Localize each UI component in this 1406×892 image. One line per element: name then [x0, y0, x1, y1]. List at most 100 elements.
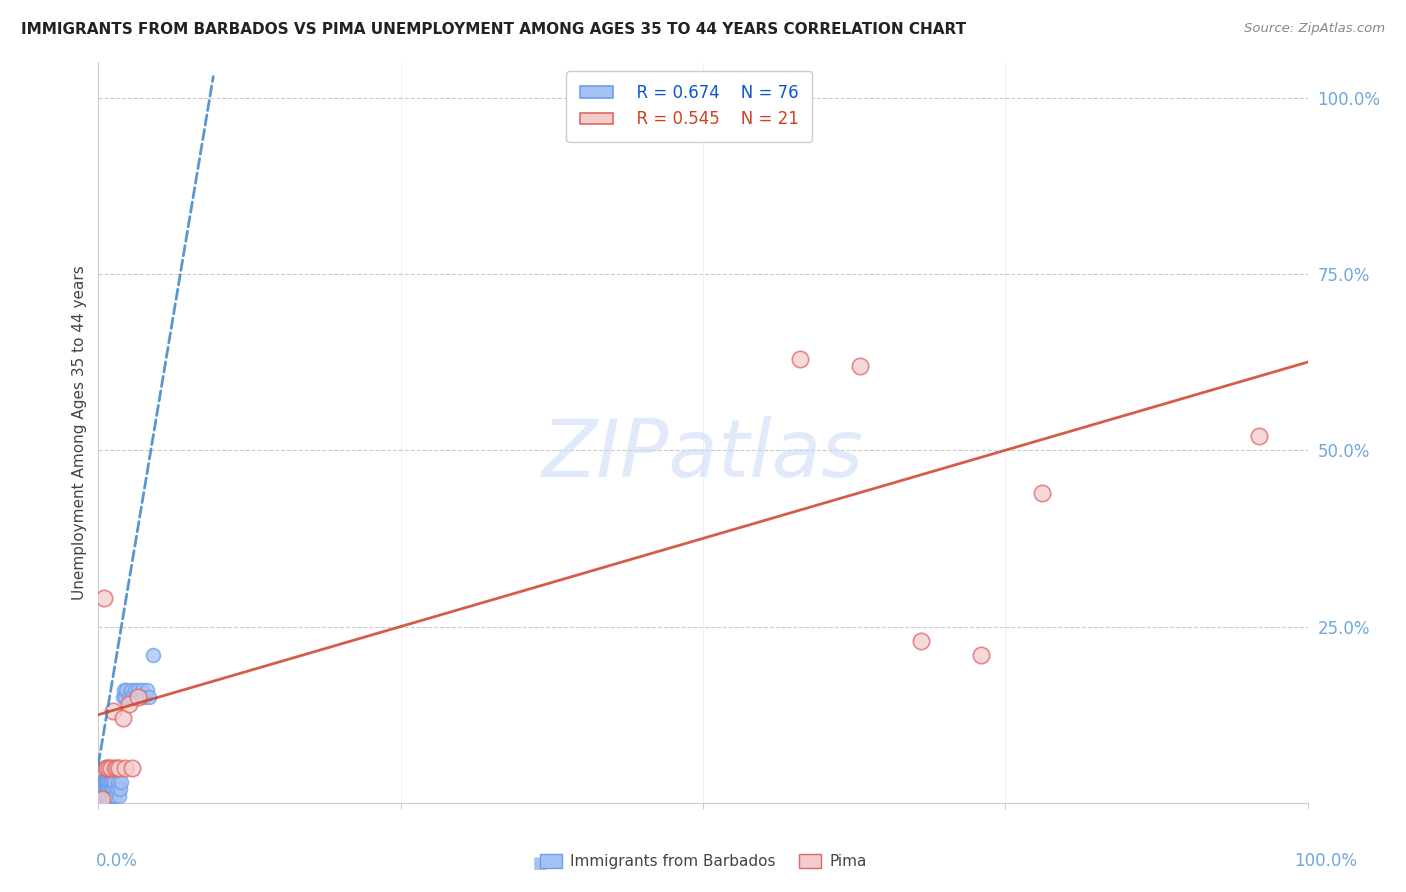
Point: [121, 760, 143, 774]
Point: [112, 683, 135, 698]
Point: [96, 774, 118, 789]
Text: IMMIGRANTS FROM BARBADOS VS PIMA UNEMPLOYMENT AMONG AGES 35 TO 44 YEARS CORRELAT: IMMIGRANTS FROM BARBADOS VS PIMA UNEMPLO…: [21, 22, 966, 37]
Point: [89, 774, 111, 789]
Point: [94, 789, 117, 803]
Point: [118, 690, 141, 704]
Point: [93, 781, 115, 796]
Point: [89, 789, 111, 803]
Point: [100, 760, 122, 774]
Point: [104, 789, 127, 803]
Point: [118, 697, 141, 711]
Point: [100, 789, 122, 803]
Point: [120, 683, 142, 698]
Point: [91, 789, 114, 803]
Point: [101, 704, 124, 718]
Point: [108, 789, 131, 803]
Point: [103, 774, 125, 789]
Point: [644, 112, 666, 126]
Point: [105, 781, 128, 796]
Point: [115, 683, 138, 698]
Point: [90, 774, 112, 789]
Point: [105, 760, 128, 774]
Point: [100, 774, 122, 789]
Y-axis label: Unemployment Among Ages 35 to 44 years: Unemployment Among Ages 35 to 44 years: [72, 265, 87, 600]
Text: ZIPatlas: ZIPatlas: [541, 416, 865, 494]
Point: [970, 648, 993, 662]
Point: [89, 781, 111, 796]
Point: [96, 774, 118, 789]
Point: [100, 789, 122, 803]
Legend: Immigrants from Barbados, Pima: Immigrants from Barbados, Pima: [533, 848, 873, 875]
Point: [89, 789, 111, 803]
Point: [91, 781, 114, 796]
Point: [131, 683, 153, 698]
Point: [111, 690, 134, 704]
Point: [93, 789, 115, 803]
Text: Source: ZipAtlas.com: Source: ZipAtlas.com: [1244, 22, 1385, 36]
Point: [1031, 485, 1053, 500]
Point: [101, 789, 124, 803]
Point: [97, 781, 120, 796]
Point: [114, 690, 136, 704]
Point: [108, 781, 131, 796]
Point: [98, 781, 121, 796]
Point: [90, 774, 112, 789]
Point: [90, 781, 112, 796]
Point: [101, 774, 124, 789]
Point: [108, 760, 131, 774]
Point: [1249, 429, 1271, 443]
Point: [91, 781, 114, 796]
Point: [91, 774, 114, 789]
Point: [90, 781, 112, 796]
Point: [100, 781, 122, 796]
Legend:   R = 0.674    N = 76,   R = 0.545    N = 21: R = 0.674 N = 76, R = 0.545 N = 21: [567, 70, 813, 142]
Point: [138, 690, 160, 704]
Point: [96, 789, 118, 803]
Point: [98, 789, 121, 803]
Point: [111, 711, 134, 725]
Point: [90, 789, 112, 803]
Point: [93, 774, 115, 789]
Text: ▪: ▪: [531, 852, 548, 875]
Point: [97, 789, 120, 803]
Point: [789, 351, 811, 366]
Point: [100, 781, 122, 796]
Point: [96, 781, 118, 796]
Point: [103, 781, 125, 796]
Point: [96, 760, 118, 774]
Point: [129, 690, 152, 704]
Point: [89, 774, 111, 789]
Point: [849, 359, 872, 373]
Point: [127, 690, 149, 704]
Point: [89, 781, 111, 796]
Point: [91, 792, 114, 806]
Point: [90, 789, 112, 803]
Point: [91, 781, 114, 796]
Point: [110, 774, 132, 789]
Point: [127, 690, 149, 704]
Point: [127, 683, 149, 698]
Point: [107, 774, 129, 789]
Point: [135, 683, 157, 698]
Point: [89, 781, 111, 796]
Text: 100.0%: 100.0%: [1294, 852, 1357, 870]
Point: [94, 781, 117, 796]
Point: [94, 760, 117, 774]
Point: [910, 633, 932, 648]
Point: [93, 774, 115, 789]
Point: [96, 781, 118, 796]
Point: [98, 760, 121, 774]
Point: [114, 760, 136, 774]
Point: [90, 789, 112, 803]
Point: [93, 789, 115, 803]
Point: [98, 774, 121, 789]
Point: [94, 789, 117, 803]
Point: [142, 648, 165, 662]
Point: [93, 591, 115, 606]
Point: [93, 781, 115, 796]
Point: [124, 683, 146, 698]
Point: [94, 774, 117, 789]
Point: [91, 774, 114, 789]
Point: [90, 774, 112, 789]
Point: [89, 789, 111, 803]
